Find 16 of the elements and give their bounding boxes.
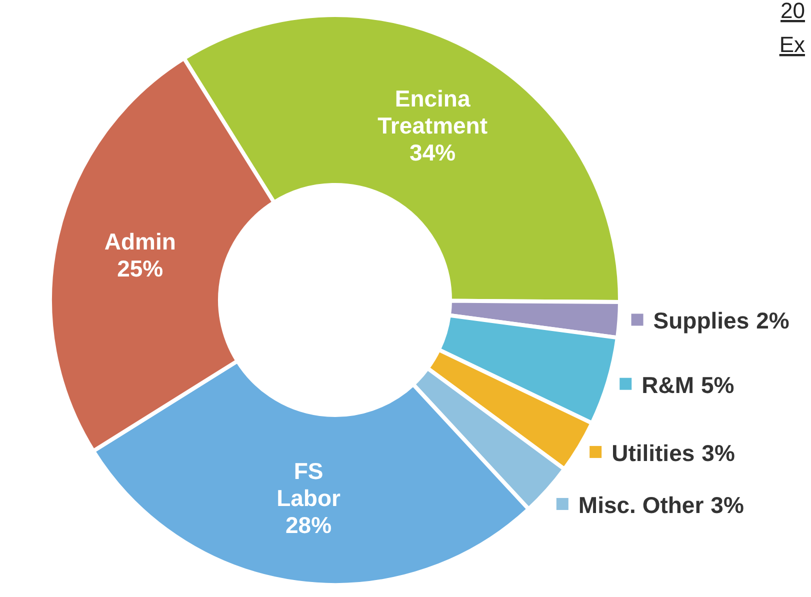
text: Ex bbox=[779, 32, 805, 57]
data-label: 3% bbox=[710, 492, 744, 518]
legend-label: Utilities bbox=[612, 440, 695, 466]
data-label: 34% bbox=[410, 139, 456, 166]
chart-title: 20 bbox=[780, 0, 805, 23]
legend-label: Supplies bbox=[653, 308, 750, 334]
legend-label: Misc. Other bbox=[578, 492, 704, 518]
data-label: 2% bbox=[756, 308, 790, 334]
data-label: 3% bbox=[702, 440, 735, 466]
slice-label: Admin bbox=[104, 228, 176, 255]
data-label: 25% bbox=[117, 256, 164, 282]
slice-label: Encina Treatment bbox=[378, 85, 488, 138]
data-label: 5% bbox=[701, 372, 734, 398]
data-label: 28% bbox=[286, 512, 332, 538]
slice-label: FS Labor bbox=[276, 458, 341, 512]
legend-label: R&M bbox=[642, 372, 694, 398]
